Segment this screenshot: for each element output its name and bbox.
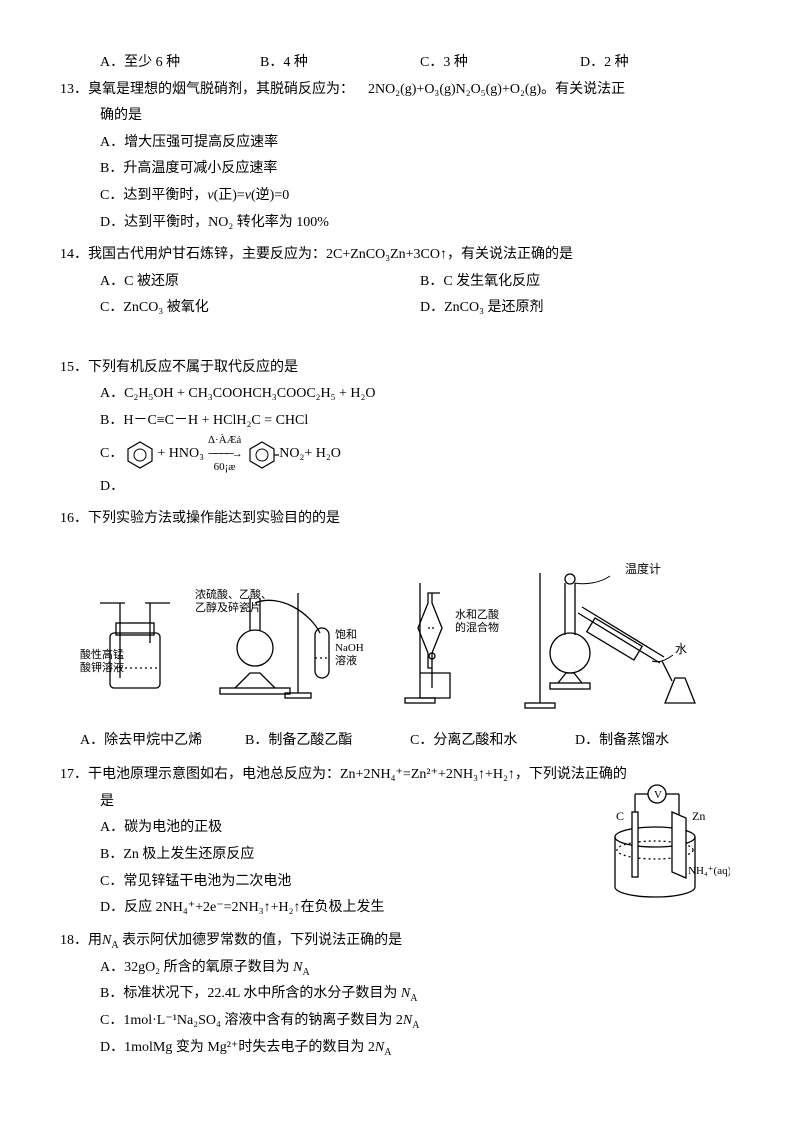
label-funnel: 水和乙酸的混合物 [455, 607, 499, 634]
q18-opt-d: D．1molMg 变为 Mg²⁺时失去电子的数目为 2NA [100, 1035, 740, 1062]
q14-opt-d: D．ZnCO₃ 是还原剂 [420, 295, 740, 322]
q13-opt-b: B．升高温度可减小反应速率 [100, 156, 740, 183]
benzene-icon [245, 439, 279, 469]
q16-figure: 酸性高锰酸钾溶液 浓硫酸、乙酸、乙醇及碎瓷片 饱和NaOH溶液 [60, 543, 740, 724]
apparatus-d-icon [525, 573, 695, 708]
q15-c-no2: NO₂ [279, 441, 304, 468]
q16-opt-a: A．除去甲烷中乙烯 [80, 728, 245, 755]
q18-a-pre: A．32gO₂ 所含的氧原子数目为 [100, 960, 293, 975]
label-naoh: 饱和NaOH溶液 [335, 627, 364, 667]
q15-c-cond-bot: 60¡æ [208, 461, 241, 474]
q15-opt-c: C． + HNO₃ Δ·ÀÆá ────→ 60¡æ NO₂ + H₂O [100, 434, 740, 474]
q13: 13．臭氧是理想的烟气脱硝剂，其脱硝反应为： 2NO₂(g)+O₃(g)N₂O₅… [60, 77, 740, 237]
label-water: 水 [675, 642, 687, 656]
label-kmno4: 酸性高锰酸钾溶液 [80, 647, 124, 674]
q18-opt-a: A．32gO₂ 所含的氧原子数目为 NA [100, 955, 740, 982]
q18-opt-c: C．1mol·L⁻¹Na₂SO₄ 溶液中含有的钠离子数目为 2NA [100, 1008, 740, 1035]
q16-opt-b: B．制备乙酸乙酯 [245, 728, 410, 755]
q18-d-pre: D．1molMg 变为 Mg²⁺时失去电子的数目为 2 [100, 1040, 375, 1055]
q15-stem: 15．下列有机反应不属于取代反应的是 [60, 355, 740, 382]
apparatus-c-icon [405, 583, 450, 703]
q12-opt-c: C．3 种 [420, 50, 580, 77]
na-symbol: N [403, 1013, 412, 1028]
q18-stem: 18．用NA 表示阿伏加德罗常数的值，下列说法正确的是 [60, 928, 740, 955]
q15-opt-d: D． [100, 474, 740, 501]
reaction-arrow-icon: Δ·ÀÆá ────→ 60¡æ [208, 434, 241, 474]
q15-opt-a: A．C₂H₅OH + CH₃COOHCH₃COOC₂H₅ + H₂O [100, 381, 740, 408]
q12-options: A．至少 6 种 B．4 种 C．3 种 D．2 种 [60, 50, 740, 77]
q14-opt-a: A．C 被还原 [100, 269, 420, 296]
q18-c-pre: C．1mol·L⁻¹Na₂SO₄ 溶液中含有的钠离子数目为 2 [100, 1013, 403, 1028]
q12-opt-a: A．至少 6 种 [100, 50, 260, 77]
apparatus-a-icon [100, 603, 170, 688]
q14-opt-c: C．ZnCO₃ 被氧化 [100, 295, 420, 322]
q13-opt-a: A．增大压强可提高反应速率 [100, 130, 740, 157]
q13-options: A．增大压强可提高反应速率 B．升高温度可减小反应速率 C．达到平衡时，v(正)… [60, 130, 740, 236]
q18-na-symbol: N [102, 933, 111, 948]
q18-b-pre: B．标准状况下，22.4L 水中所含的水分子数目为 [100, 986, 401, 1001]
q14-opt-b: B．C 发生氧化反应 [420, 269, 740, 296]
q13-stem: 13．臭氧是理想的烟气脱硝剂，其脱硝反应为： 2NO₂(g)+O₃(g)N₂O₅… [60, 77, 740, 104]
benzene-icon [123, 439, 157, 469]
q16-opt-d: D．制备蒸馏水 [575, 728, 740, 755]
thermo-arrow-icon [575, 576, 610, 584]
q15-options: A．C₂H₅OH + CH₃COOHCH₃COOC₂H₅ + H₂O B．H－C… [60, 381, 740, 500]
arrow-line: ────→ [208, 448, 241, 461]
q16-opt-c: C．分离乙酸和水 [410, 728, 575, 755]
q13-stem-1: 13．臭氧是理想的烟气脱硝剂，其脱硝反应为： [60, 82, 354, 97]
q18-stem-mid: 表示阿伏加德罗常数的值，下列说法正确的是 [119, 933, 403, 948]
q14: 14．我国古代用炉甘石炼锌，主要反应为：2C+ZnCO₃Zn+3CO↑，有关说法… [60, 242, 740, 322]
q16-options: A．除去甲烷中乙烯 B．制备乙酸乙酯 C．分离乙酸和水 D．制备蒸馏水 [60, 728, 740, 755]
q12-opt-d: D．2 种 [580, 50, 740, 77]
label-thermo: 温度计 [625, 561, 661, 576]
q13-stem-3: 确的是 [60, 103, 740, 130]
q13-stem-2: 2NO₂(g)+O₃(g)N₂O₅(g)+O₂(g)。有关说法正 [368, 82, 625, 97]
electrode-zn-label: Zn [692, 809, 705, 823]
q13-opt-c: C．达到平衡时，v(正)=v(逆)=0 [100, 183, 740, 210]
label-mix: 浓硫酸、乙酸、乙醇及碎瓷片 [195, 587, 272, 614]
q14-stem: 14．我国古代用炉甘石炼锌，主要反应为：2C+ZnCO₃Zn+3CO↑，有关说法… [60, 242, 740, 269]
q12-opt-b: B．4 种 [260, 50, 420, 77]
q15: 15．下列有机反应不属于取代反应的是 A．C₂H₅OH + CH₃COOHCH₃… [60, 355, 740, 501]
q15-c-tail: + H₂O [304, 441, 341, 468]
apparatus-svg: 酸性高锰酸钾溶液 浓硫酸、乙酸、乙醇及碎瓷片 饱和NaOH溶液 [80, 543, 720, 713]
q18-opt-b: B．标准状况下，22.4L 水中所含的水分子数目为 NA [100, 981, 740, 1008]
q17: 17．干电池原理示意图如右，电池总反应为：Zn+2NH₄⁺=Zn²⁺+2NH₃↑… [60, 762, 740, 922]
q18: 18．用NA 表示阿伏加德罗常数的值，下列说法正确的是 A．32gO₂ 所含的氧… [60, 928, 740, 1062]
q15-c-hno3: + HNO₃ [157, 441, 204, 468]
q15-opt-b: B．H－C≡C－H + HClH₂C = CHCl [100, 408, 740, 435]
q16-stem: 16．下列实验方法或操作能达到实验目的的是 [60, 506, 740, 533]
q18-stem-pre: 18．用 [60, 933, 102, 948]
electrode-c-label: C [616, 809, 624, 823]
q16: 16．下列实验方法或操作能达到实验目的的是 酸性高锰酸钾溶液 [60, 506, 740, 754]
voltmeter-label: V [654, 789, 662, 801]
q13-opt-d: D．达到平衡时，NO₂ 转化率为 100% [100, 210, 740, 237]
na-symbol: N [401, 986, 410, 1001]
q14-options: A．C 被还原 B．C 发生氧化反应 C．ZnCO₃ 被氧化 D．ZnCO₃ 是… [60, 269, 740, 322]
battery-diagram-icon: V C Zn NH₄⁺(aq) [580, 782, 730, 912]
na-symbol: N [375, 1040, 384, 1055]
electrolyte-label: NH₄⁺(aq) [688, 865, 730, 877]
q18-options: A．32gO₂ 所含的氧原子数目为 NA B．标准状况下，22.4L 水中所含的… [60, 955, 740, 1062]
q15-c-cond-top: Δ·ÀÆá [208, 434, 241, 447]
q15-c-prefix: C． [100, 441, 123, 468]
